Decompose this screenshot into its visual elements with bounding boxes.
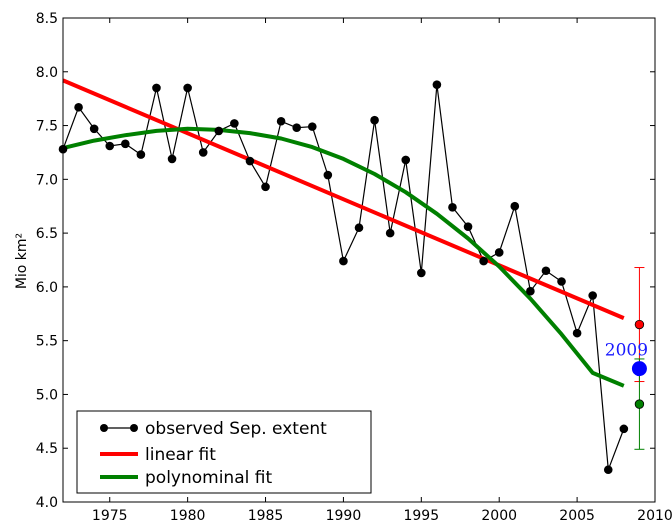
data-point-observed: [261, 182, 270, 192]
y-tick-label: 4.5: [36, 441, 58, 457]
highlight-label-2009: 2009: [605, 341, 648, 361]
x-tick-label: 1975: [92, 508, 128, 524]
plot-frame: [62, 17, 656, 503]
data-point-observed: [152, 83, 161, 93]
x-tick-label: 1985: [248, 508, 284, 524]
data-point-observed: [121, 139, 130, 149]
data-point-observed: [183, 83, 192, 93]
y-tick-label: 8.5: [36, 11, 58, 27]
y-tick-label: 5.5: [36, 334, 58, 350]
y-tick-label: 6.5: [36, 226, 58, 242]
data-point-observed: [448, 202, 457, 212]
data-point-observed: [417, 268, 426, 278]
data-point-observed: [276, 116, 286, 126]
data-point-observed: [214, 126, 224, 136]
data-point-observed: [588, 291, 597, 300]
data-point-observed: [307, 122, 317, 131]
x-tick-label: 2010: [637, 508, 672, 524]
data-point-observed: [557, 277, 566, 286]
data-point-observed: [167, 154, 177, 164]
y-axis: 4.0 4.5 5.0 5.5 6.0 6.5 7.0 7.5 8.0 8.5: [36, 11, 655, 511]
data-point-observed: [510, 201, 520, 211]
data-point-observed: [198, 148, 208, 157]
legend: observed Sep. extent linear fit polynomi…: [76, 410, 372, 494]
data-point-observed: [354, 223, 364, 233]
x-axis: 1975 1980 1985 1990 1995 2000 2005 2010: [92, 18, 672, 524]
data-point-observed: [401, 155, 411, 165]
y-tick-label: 6.0: [36, 280, 58, 296]
y-tick-label: 7.0: [36, 172, 58, 188]
y-tick-label: 8.0: [36, 65, 58, 81]
data-point-observed: [619, 424, 629, 434]
data-point-observed: [245, 156, 255, 166]
legend-label-linear: linear fit: [145, 445, 216, 465]
series-line-linear-fit: [62, 78, 625, 320]
data-point-observed: [385, 228, 395, 238]
legend-marker-observed: [130, 424, 138, 432]
x-tick-label: 1990: [326, 508, 362, 524]
y-axis-title: Mio km²: [14, 233, 30, 289]
legend-marker-observed: [100, 424, 108, 432]
y-tick-label: 7.5: [36, 119, 58, 135]
plot-area: 2009: [58, 78, 648, 475]
data-point-observed: [323, 170, 333, 180]
data-point-observed: [541, 266, 551, 276]
y-tick-label: 4.0: [36, 495, 58, 511]
data-point-observed: [463, 222, 473, 231]
data-point-observed: [339, 256, 348, 266]
series-line-polynominal-fit: [62, 126, 625, 388]
data-point-observed: [432, 80, 442, 89]
data-point-observed: [292, 123, 301, 133]
data-point-observed: [136, 150, 146, 159]
x-tick-label: 1995: [403, 508, 439, 524]
x-tick-label: 1980: [170, 508, 206, 524]
data-point-observed: [370, 115, 379, 125]
data-point-observed: [479, 256, 488, 266]
highlight-point-2009: [631, 361, 647, 377]
data-point-observed: [526, 286, 535, 296]
data-point-observed: [230, 119, 239, 128]
prediction-point-linear: [634, 319, 645, 330]
prediction-point-polynominal: [634, 399, 645, 409]
legend-label-observed: observed Sep. extent: [145, 419, 327, 439]
data-point-observed: [494, 248, 504, 257]
data-point-observed: [74, 102, 83, 112]
legend-label-polynominal: polynominal fit: [145, 468, 272, 488]
x-tick-label: 2000: [481, 508, 517, 524]
data-point-observed: [603, 465, 613, 475]
y-tick-label: 5.0: [36, 387, 58, 403]
data-point-observed: [105, 141, 115, 151]
data-point-observed: [572, 328, 582, 338]
data-point-observed: [89, 124, 99, 134]
x-tick-label: 2005: [559, 508, 595, 524]
